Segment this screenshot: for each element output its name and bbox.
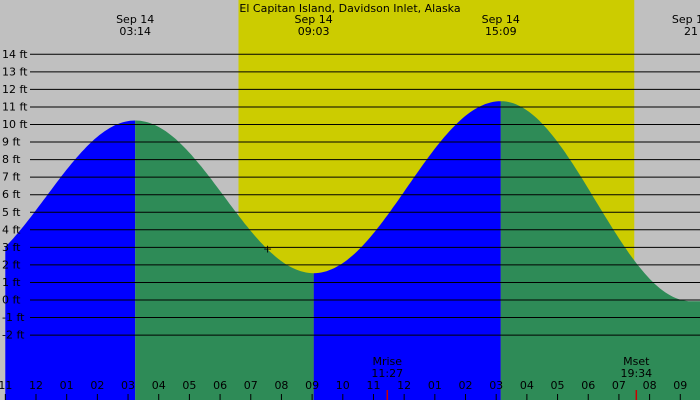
y-tick-label: 7 ft bbox=[2, 171, 21, 184]
gridlines bbox=[30, 53, 700, 336]
y-tick-label: -2 ft bbox=[2, 329, 25, 342]
rising-tide-segment bbox=[5, 120, 136, 400]
y-tick-label: 0 ft bbox=[2, 294, 21, 307]
tide-event-date: Sep 14 bbox=[116, 13, 154, 26]
y-axis-labels: 14 ft 13 ft 12 ft 11 ft 10 ft 9 ft 8 ft 7 ft 6 f… bbox=[2, 48, 28, 342]
tide-event-date: Sep 14 bbox=[482, 13, 520, 26]
y-tick-label: 3 ft bbox=[2, 241, 21, 254]
x-tick-label: 06 bbox=[581, 379, 595, 392]
moon-event-label: Mset bbox=[623, 355, 650, 368]
x-tick-label: 02 bbox=[90, 379, 104, 392]
y-tick-label: 12 ft bbox=[2, 83, 28, 96]
x-tick-label: 07 bbox=[244, 379, 258, 392]
x-tick-label: 03 bbox=[121, 379, 135, 392]
falling-tide-segment bbox=[691, 301, 700, 400]
tide-area bbox=[5, 101, 700, 400]
falling-tide-segment bbox=[500, 101, 691, 400]
x-tick-label: 03 bbox=[489, 379, 503, 392]
x-tick-label: 12 bbox=[29, 379, 43, 392]
y-tick-label: 8 ft bbox=[2, 153, 21, 166]
x-tick-label: 01 bbox=[60, 379, 74, 392]
x-tick-label: 02 bbox=[459, 379, 473, 392]
moon-event-label: Mrise bbox=[372, 355, 402, 368]
x-tick-label: 07 bbox=[612, 379, 626, 392]
y-tick-label: 14 ft bbox=[2, 48, 28, 61]
x-tick-label: 06 bbox=[213, 379, 227, 392]
y-tick-label: 13 ft bbox=[2, 65, 28, 78]
tide-event-time: 21 bbox=[684, 25, 698, 38]
y-tick-label: -1 ft bbox=[2, 311, 25, 324]
y-tick-label: 6 ft bbox=[2, 188, 21, 201]
x-tick-label: 11 bbox=[366, 379, 380, 392]
y-tick-label: 11 ft bbox=[2, 100, 28, 113]
x-tick-label: 09 bbox=[673, 379, 687, 392]
y-tick-label: 1 ft bbox=[2, 276, 21, 289]
y-tick-label: 5 ft bbox=[2, 206, 21, 219]
x-tick-label: 05 bbox=[551, 379, 565, 392]
x-tick-label: 11 bbox=[0, 379, 12, 392]
rising-tide-segment bbox=[313, 101, 501, 400]
current-time-marker: + bbox=[263, 243, 272, 256]
x-tick-label: 10 bbox=[336, 379, 350, 392]
falling-tide-segment bbox=[135, 120, 314, 400]
moon-event-time: 11:27 bbox=[371, 367, 403, 380]
x-tick-label: 08 bbox=[643, 379, 657, 392]
tide-event-time: 03:14 bbox=[119, 25, 151, 38]
tide-event-date: Sep 14 bbox=[672, 13, 700, 26]
y-tick-label: 9 ft bbox=[2, 136, 21, 149]
x-tick-label: 04 bbox=[152, 379, 166, 392]
x-tick-label: 12 bbox=[397, 379, 411, 392]
y-tick-label: 2 ft bbox=[2, 258, 21, 271]
x-axis-labels: 11 12 01 02 03 04 05 06 07 08 09 10 11 12 01 02 03 04 05 06… bbox=[0, 379, 687, 400]
x-tick-label: 08 bbox=[274, 379, 288, 392]
y-tick-label: 4 ft bbox=[2, 223, 21, 236]
x-tick-label: 05 bbox=[182, 379, 196, 392]
tide-event-time: 15:09 bbox=[485, 25, 517, 38]
x-tick-label: 04 bbox=[520, 379, 534, 392]
moon-event-time: 19:34 bbox=[620, 367, 652, 380]
x-tick-label: 09 bbox=[305, 379, 319, 392]
tide-event-date: Sep 14 bbox=[295, 13, 333, 26]
tide-event-time: 09:03 bbox=[298, 25, 330, 38]
x-tick-label: 01 bbox=[428, 379, 442, 392]
y-tick-label: 10 ft bbox=[2, 118, 28, 131]
chart-title: El Capitan Island, Davidson Inlet, Alask… bbox=[239, 2, 460, 15]
